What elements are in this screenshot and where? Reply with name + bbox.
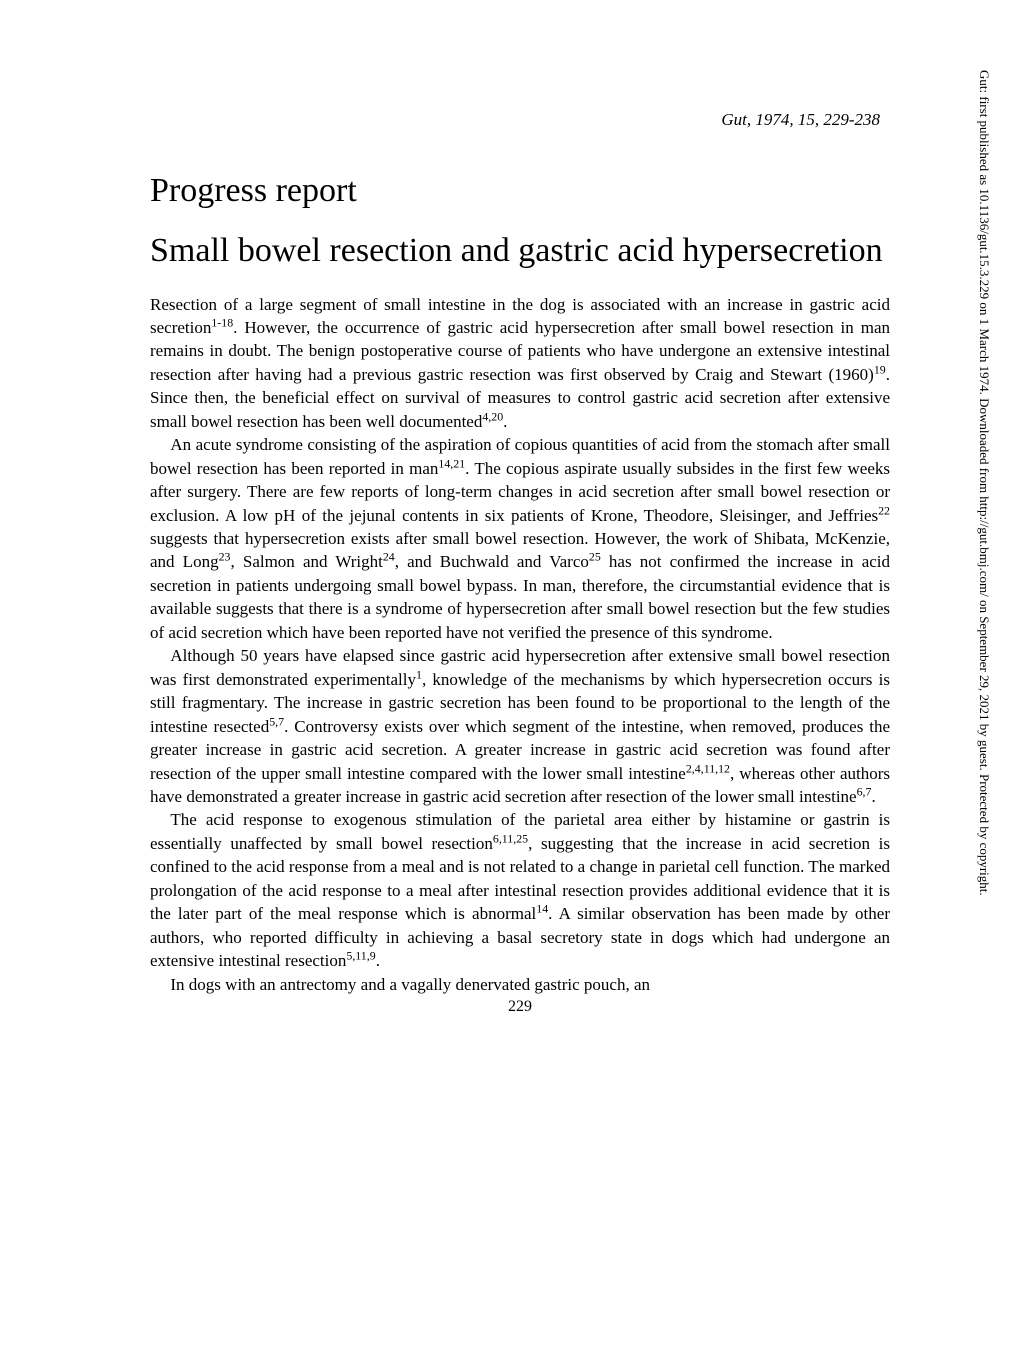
paper-page: Gut, 1974, 15, 229-238 Progress report S… xyxy=(0,0,1020,1096)
paragraph: Although 50 years have elapsed since gas… xyxy=(150,644,890,808)
article-body: Resection of a large segment of small in… xyxy=(150,293,890,997)
paragraph: An acute syndrome consisting of the aspi… xyxy=(150,433,890,644)
journal-citation: Gut, 1974, 15, 229-238 xyxy=(150,110,890,130)
article-title: Small bowel resection and gastric acid h… xyxy=(150,230,890,273)
copyright-sidebar: Gut: first published as 10.1136/gut.15.3… xyxy=(974,70,992,1270)
section-heading: Progress report xyxy=(150,172,890,210)
paragraph: The acid response to exogenous stimulati… xyxy=(150,808,890,972)
paragraph: Resection of a large segment of small in… xyxy=(150,293,890,434)
paragraph: In dogs with an antrectomy and a vagally… xyxy=(150,973,890,996)
page-number: 229 xyxy=(150,998,890,1016)
